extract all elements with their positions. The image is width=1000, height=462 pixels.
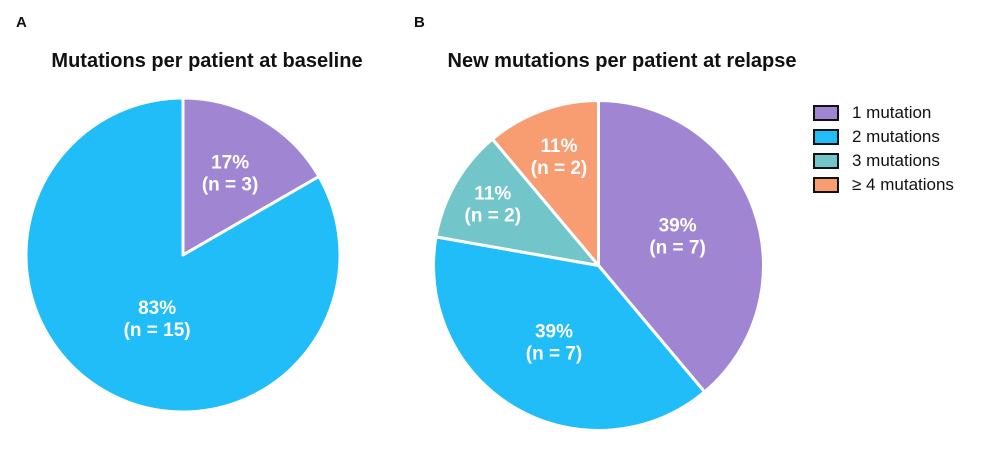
chart-title-baseline: Mutations per patient at baseline xyxy=(51,50,363,72)
legend-swatch-4plus-mutations xyxy=(813,176,839,193)
pie-b-slice-label-1: 39% (n = 7) xyxy=(526,322,582,365)
legend-item-4plus-mutations: ≥ 4 mutations xyxy=(813,176,954,193)
pie-a-slice-label-1: 83% (n = 15) xyxy=(124,298,191,341)
legend-label: 2 mutations xyxy=(852,127,940,146)
pie-b-slice-label-2: 11% (n = 2) xyxy=(465,183,521,226)
pie-b-slice-label-0: 39% (n = 7) xyxy=(649,216,705,259)
pie-a-slice-0 xyxy=(181,96,321,257)
legend-item-2-mutations: 2 mutations xyxy=(813,128,954,145)
pie-b-slice-3 xyxy=(490,99,600,267)
chart-title-relapse: New mutations per patient at relapse xyxy=(447,50,797,72)
pie-b: 39% (n = 7) 39% (n = 7) 11% (n = 2)11% (n = 2) xyxy=(432,99,765,432)
legend: 1 mutation 2 mutations 3 mutations ≥ 4 m… xyxy=(813,104,954,193)
pie-b-slice-2 xyxy=(434,137,600,267)
panel-label-b: B xyxy=(414,14,425,31)
pie-a-slice-1 xyxy=(24,96,342,414)
pie-b-slice-label-3: 11% (n = 2) xyxy=(531,136,587,179)
legend-swatch-2-mutations xyxy=(813,128,839,145)
legend-item-3-mutations: 3 mutations xyxy=(813,152,954,169)
legend-label: 3 mutations xyxy=(852,151,940,170)
legend-swatch-1-mutation xyxy=(813,104,839,121)
pie-a: 17% (n = 3) 83% (n = 15) xyxy=(24,96,342,414)
pie-a-slice-label-0: 17% (n = 3) xyxy=(202,152,258,195)
legend-swatch-3-mutations xyxy=(813,152,839,169)
pie-b-slice-1 xyxy=(432,235,707,432)
pie-b-slice-0 xyxy=(597,99,765,394)
legend-label: 1 mutation xyxy=(852,103,932,122)
legend-label: ≥ 4 mutations xyxy=(852,175,954,194)
panel-label-a: A xyxy=(16,14,27,31)
legend-item-1-mutation: 1 mutation xyxy=(813,104,954,121)
